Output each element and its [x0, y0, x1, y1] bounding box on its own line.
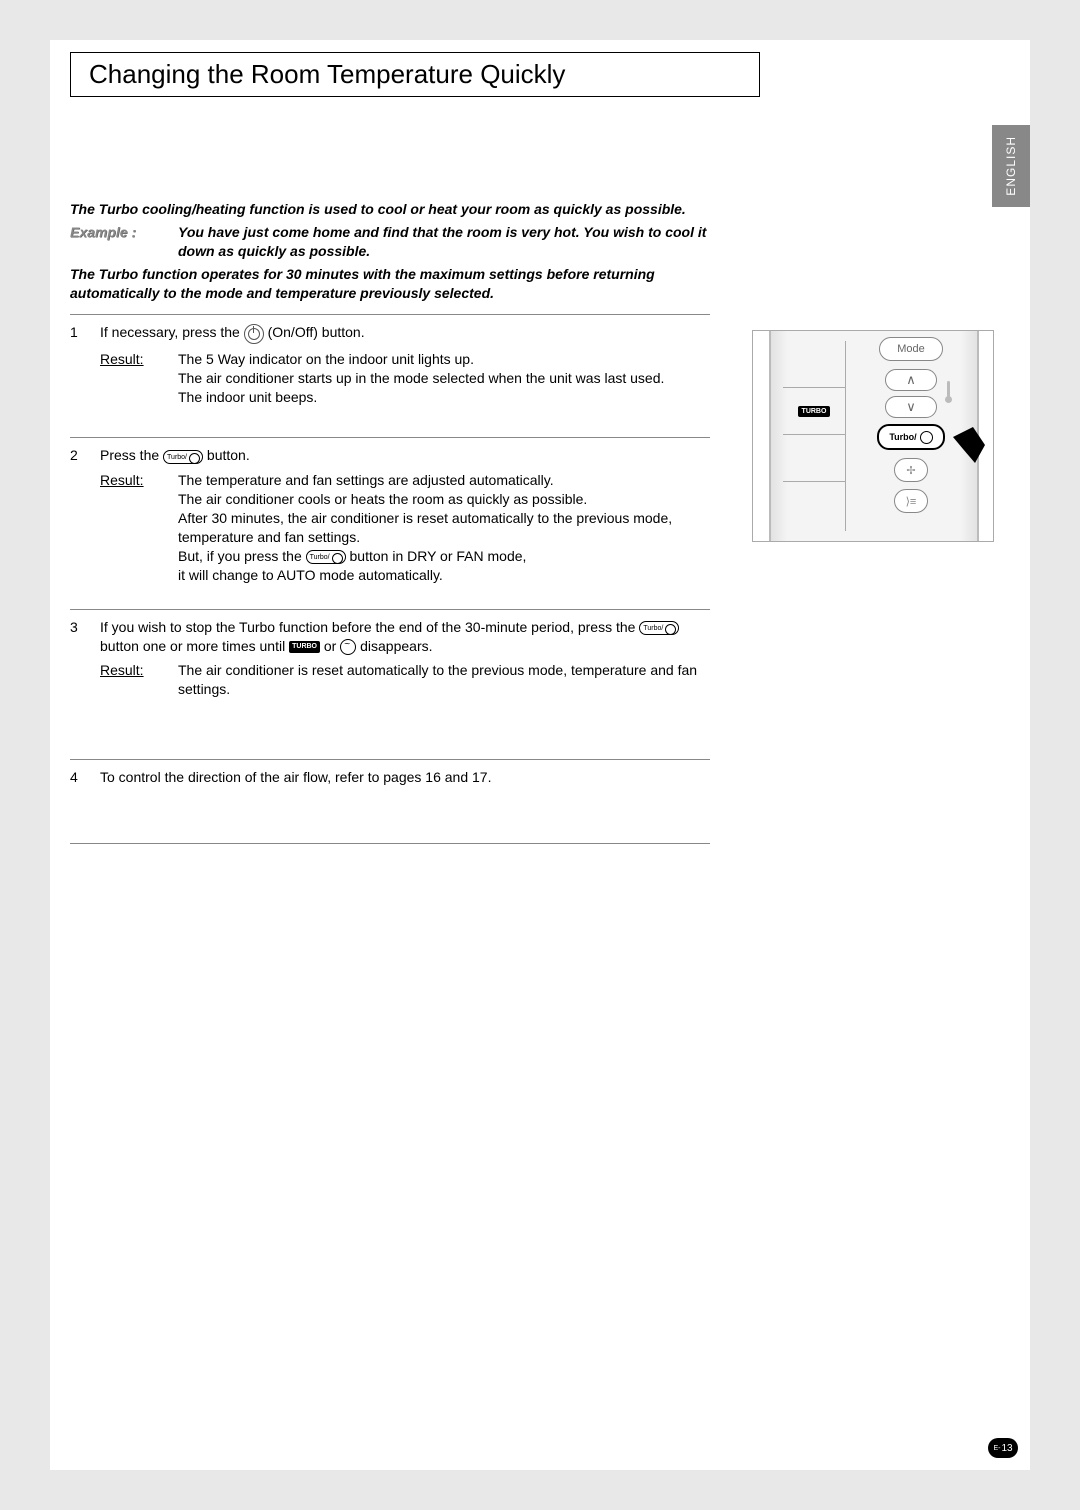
- result-row: Result: The 5 Way indicator on the indoo…: [100, 350, 710, 407]
- example-row: Example : You have just come home and fi…: [70, 223, 710, 261]
- onoff-icon: [244, 324, 264, 344]
- result-text: The air conditioner is reset automatical…: [178, 661, 710, 699]
- result-text: The 5 Way indicator on the indoor unit l…: [178, 350, 710, 407]
- remote-diagram: TURBO Mode ∧ ∨ Turbo/ ✢ ⟩≡: [752, 330, 994, 542]
- language-tab: ENGLISH: [992, 125, 1030, 207]
- remote-display-column: TURBO: [783, 341, 846, 531]
- text-fragment: button one or more times until: [100, 638, 289, 654]
- page-title: Changing the Room Temperature Quickly: [89, 59, 565, 90]
- result-row: Result: The air conditioner is reset aut…: [100, 661, 710, 699]
- step-3: 3 If you wish to stop the Turbo function…: [70, 609, 710, 760]
- step-number: 1: [70, 323, 100, 413]
- turbo-badge-icon: TURBO: [798, 406, 831, 417]
- turbo-badge-icon: TURBO: [289, 641, 320, 652]
- step-body: If you wish to stop the Turbo function b…: [100, 618, 710, 700]
- step-body: If necessary, press the (On/Off) button.…: [100, 323, 710, 413]
- result-label: Result:: [100, 471, 178, 584]
- display-segment: [783, 482, 845, 528]
- steps-list: 1 If necessary, press the (On/Off) butto…: [70, 314, 710, 844]
- display-segment: [783, 341, 845, 388]
- step-number: 4: [70, 768, 100, 793]
- step-1: 1 If necessary, press the (On/Off) butto…: [70, 314, 710, 437]
- thermometer-icon: [945, 381, 953, 403]
- remote-buttons-column: Mode ∧ ∨ Turbo/ ✢ ⟩≡: [865, 337, 957, 520]
- turbo-button-icon: Turbo/: [306, 550, 346, 564]
- display-segment: [783, 435, 845, 482]
- manual-page: Changing the Room Temperature Quickly EN…: [50, 40, 1030, 1470]
- text-fragment: (On/Off) button.: [268, 324, 365, 340]
- text-fragment: Press the: [100, 447, 163, 463]
- display-turbo-segment: TURBO: [783, 388, 845, 435]
- intro-text: The Turbo cooling/heating function is us…: [70, 200, 710, 219]
- text-fragment: disappears.: [360, 638, 432, 654]
- result-row: Result: The temperature and fan settings…: [100, 471, 710, 584]
- swing-button: ✢: [894, 458, 928, 482]
- step-instruction: If necessary, press the (On/Off) button.: [100, 323, 710, 343]
- step-4: 4 To control the direction of the air fl…: [70, 759, 710, 844]
- turbo-button-icon: Turbo/: [163, 450, 203, 464]
- result-label: Result:: [100, 661, 178, 699]
- outro-text: The Turbo function operates for 30 minut…: [70, 265, 710, 303]
- step-body: To control the direction of the air flow…: [100, 768, 710, 793]
- example-text: You have just come home and find that th…: [178, 223, 710, 261]
- step-body: Press the Turbo/ button. Result: The tem…: [100, 446, 710, 584]
- temp-down-button: ∨: [885, 396, 937, 418]
- step-2: 2 Press the Turbo/ button. Result: The t…: [70, 437, 710, 608]
- step-instruction: To control the direction of the air flow…: [100, 768, 710, 787]
- turbo-button: Turbo/: [877, 424, 945, 450]
- result-label: Result:: [100, 350, 178, 407]
- mode-button: Mode: [879, 337, 943, 361]
- turbo-button-icon: Turbo/: [639, 621, 679, 635]
- text-fragment: If necessary, press the: [100, 324, 244, 340]
- content-column: The Turbo cooling/heating function is us…: [70, 200, 710, 844]
- language-label: ENGLISH: [1004, 136, 1018, 196]
- spiral-icon: [340, 639, 356, 655]
- title-box: Changing the Room Temperature Quickly: [70, 52, 760, 97]
- step-instruction: If you wish to stop the Turbo function b…: [100, 618, 710, 656]
- page-number-prefix: E-: [993, 1445, 1000, 1452]
- spiral-icon: [920, 431, 933, 444]
- temp-up-button: ∧: [885, 369, 937, 391]
- airflow-button: ⟩≡: [894, 489, 928, 513]
- text-fragment: or: [324, 638, 340, 654]
- text-fragment: button.: [207, 447, 250, 463]
- example-label: Example :: [70, 223, 178, 261]
- step-number: 2: [70, 446, 100, 584]
- page-number: E- 13: [988, 1438, 1018, 1458]
- text-fragment: If you wish to stop the Turbo function b…: [100, 619, 639, 635]
- page-number-value: 13: [1001, 1443, 1012, 1454]
- result-text: The temperature and fan settings are adj…: [178, 471, 710, 584]
- step-number: 3: [70, 618, 100, 700]
- step-instruction: Press the Turbo/ button.: [100, 446, 710, 465]
- turbo-button-label: Turbo/: [889, 432, 916, 442]
